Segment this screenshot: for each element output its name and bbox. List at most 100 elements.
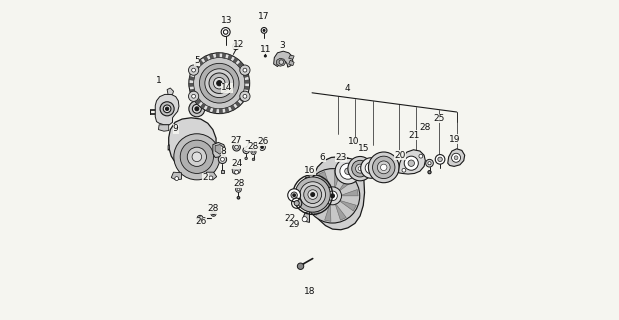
Circle shape (340, 163, 356, 179)
Polygon shape (245, 80, 249, 83)
Circle shape (217, 81, 222, 86)
Text: 23: 23 (335, 153, 347, 162)
Circle shape (304, 186, 322, 204)
Circle shape (245, 157, 248, 160)
Polygon shape (276, 58, 286, 66)
Circle shape (294, 201, 299, 206)
Circle shape (245, 149, 248, 152)
Circle shape (237, 188, 240, 191)
Polygon shape (225, 108, 229, 113)
Polygon shape (216, 53, 219, 58)
Circle shape (235, 45, 237, 48)
Circle shape (261, 28, 267, 33)
Polygon shape (448, 149, 465, 166)
Polygon shape (203, 56, 208, 61)
Text: 3: 3 (279, 41, 285, 50)
Circle shape (293, 194, 295, 196)
Circle shape (361, 158, 381, 178)
Polygon shape (158, 125, 169, 131)
Circle shape (160, 102, 174, 116)
Circle shape (419, 154, 423, 158)
Polygon shape (189, 83, 194, 87)
Polygon shape (324, 203, 331, 221)
Circle shape (426, 159, 433, 167)
Polygon shape (304, 177, 310, 187)
Polygon shape (233, 58, 238, 63)
Circle shape (408, 160, 415, 166)
Circle shape (348, 156, 372, 181)
Circle shape (295, 177, 331, 212)
Circle shape (221, 28, 230, 36)
Text: 6: 6 (319, 153, 325, 162)
Circle shape (300, 182, 326, 207)
Circle shape (335, 158, 361, 184)
Circle shape (253, 151, 254, 153)
Polygon shape (194, 64, 199, 69)
Circle shape (324, 187, 342, 205)
Circle shape (209, 176, 213, 180)
Polygon shape (167, 88, 173, 94)
Text: 28: 28 (420, 123, 431, 132)
Circle shape (368, 152, 399, 183)
Circle shape (251, 149, 256, 155)
Text: 18: 18 (304, 287, 315, 296)
Circle shape (404, 156, 418, 170)
Text: 12: 12 (233, 40, 244, 49)
Circle shape (352, 160, 368, 177)
Circle shape (235, 145, 238, 149)
Circle shape (345, 168, 351, 174)
Polygon shape (310, 157, 365, 230)
Circle shape (263, 29, 265, 31)
Circle shape (188, 65, 199, 75)
Text: 2: 2 (202, 173, 209, 182)
Circle shape (189, 101, 205, 117)
Circle shape (194, 58, 245, 109)
Circle shape (302, 217, 307, 222)
Polygon shape (171, 172, 181, 180)
Polygon shape (230, 105, 235, 111)
Polygon shape (232, 166, 241, 174)
Circle shape (236, 187, 241, 192)
Polygon shape (334, 170, 340, 189)
Circle shape (233, 43, 239, 50)
Polygon shape (222, 53, 226, 58)
Text: 28: 28 (248, 142, 259, 151)
Circle shape (381, 164, 387, 171)
Circle shape (212, 213, 214, 215)
Circle shape (279, 60, 284, 64)
Circle shape (252, 158, 255, 161)
Text: 8: 8 (221, 148, 227, 156)
Text: 5: 5 (194, 56, 200, 65)
Circle shape (291, 192, 297, 198)
Circle shape (199, 63, 239, 103)
Circle shape (211, 211, 216, 216)
Circle shape (435, 155, 445, 164)
Circle shape (243, 68, 247, 72)
Polygon shape (274, 51, 293, 67)
Text: 22: 22 (284, 214, 295, 223)
Circle shape (452, 153, 461, 162)
Text: 15: 15 (358, 144, 369, 153)
Circle shape (175, 177, 179, 180)
Text: 20: 20 (394, 151, 405, 160)
Circle shape (209, 73, 230, 93)
Circle shape (428, 162, 431, 165)
Circle shape (192, 152, 202, 162)
Circle shape (235, 170, 238, 174)
Circle shape (163, 105, 171, 113)
Circle shape (378, 161, 390, 174)
Circle shape (358, 167, 362, 171)
Polygon shape (220, 170, 224, 173)
Circle shape (240, 91, 250, 101)
Polygon shape (215, 145, 223, 154)
Text: 24: 24 (231, 159, 242, 168)
Circle shape (327, 191, 337, 201)
Circle shape (193, 104, 201, 113)
Circle shape (355, 164, 365, 173)
Polygon shape (237, 62, 243, 67)
Polygon shape (189, 89, 195, 93)
Circle shape (192, 68, 196, 72)
Circle shape (219, 155, 227, 164)
Polygon shape (197, 60, 203, 65)
Circle shape (180, 140, 214, 173)
